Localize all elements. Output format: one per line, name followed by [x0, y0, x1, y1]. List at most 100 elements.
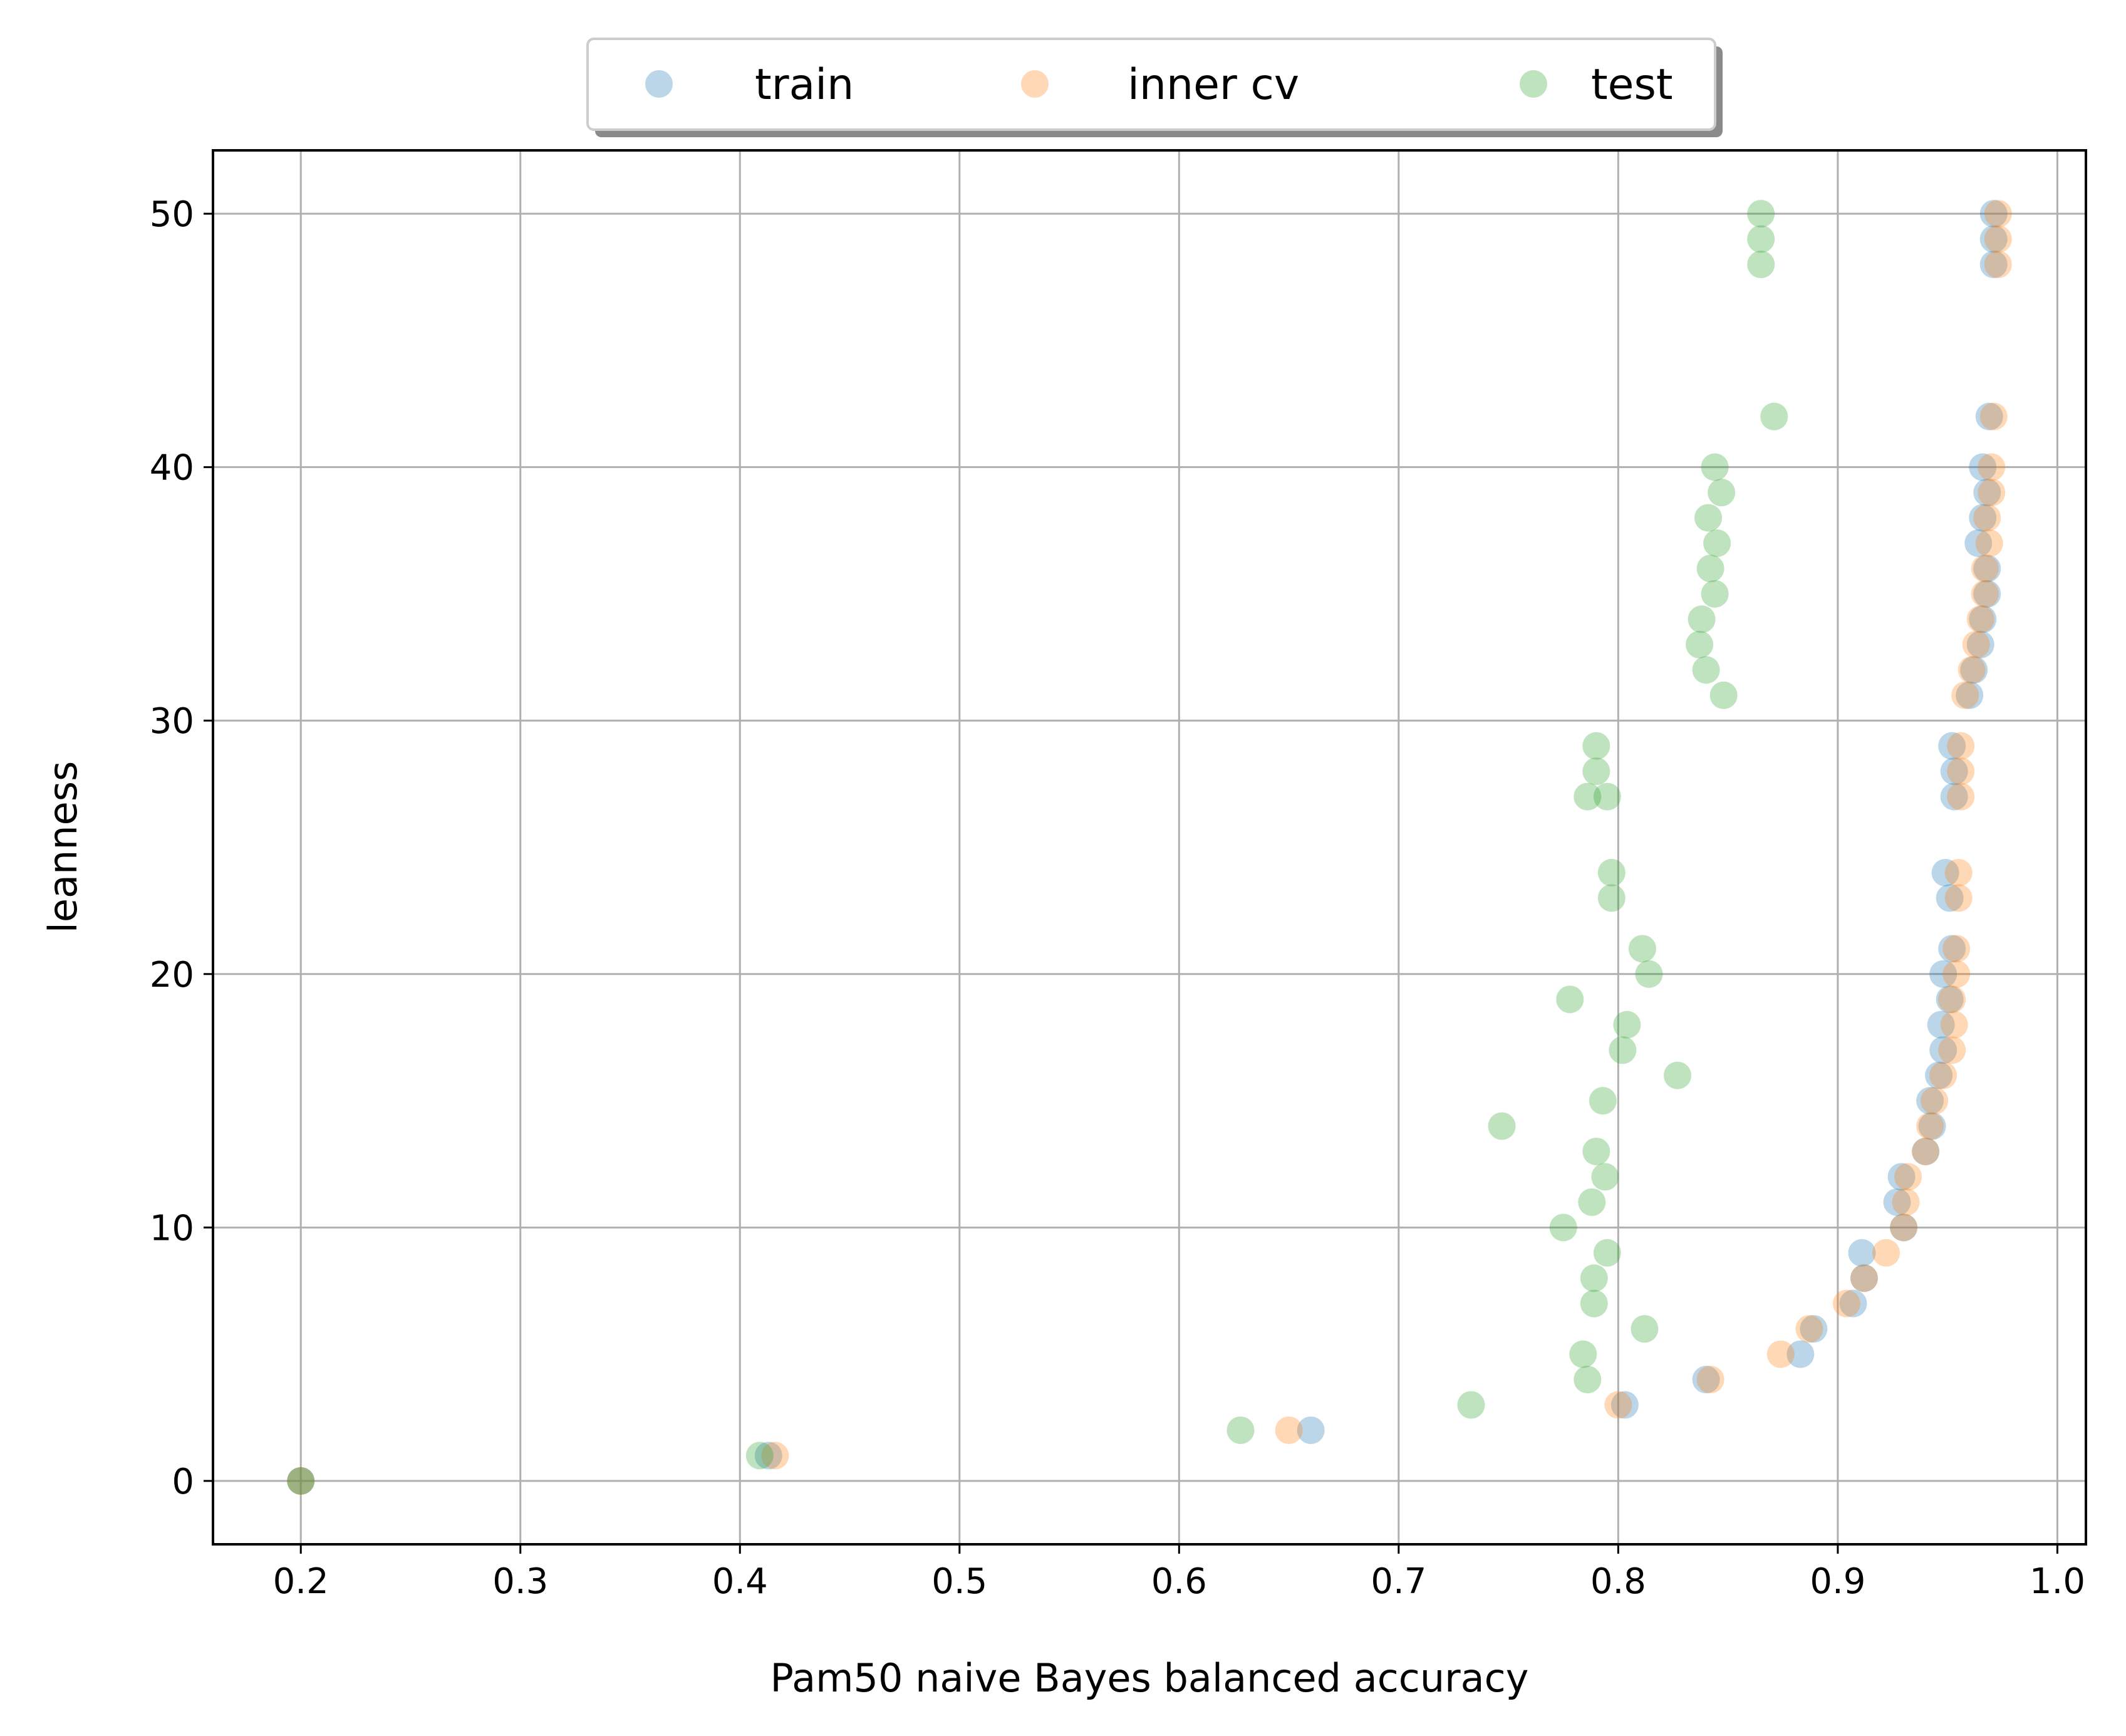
point-test [1457, 1391, 1485, 1419]
point-test [1694, 504, 1723, 532]
point-inner-cv [1942, 935, 1971, 963]
point-train [1940, 782, 1968, 811]
point-test [1747, 200, 1775, 228]
point-inner-cv [1971, 554, 1999, 583]
point-inner-cv [1973, 504, 2001, 532]
point-test [1574, 1366, 1602, 1394]
legend-box [586, 38, 1716, 131]
point-train [1938, 732, 1966, 760]
point-inner-cv [1944, 858, 1973, 886]
x-tick-label: 0.6 [1151, 1561, 1207, 1602]
point-inner-cv [1929, 1061, 1957, 1089]
point-train [1973, 580, 2001, 608]
point-inner-cv [1984, 225, 2012, 253]
point-inner-cv [1940, 1011, 1968, 1039]
point-test [1747, 251, 1775, 279]
plot-frame [212, 149, 2087, 1546]
point-inner-cv [1942, 960, 1971, 988]
point-train [1936, 884, 1964, 912]
point-test [1582, 732, 1610, 760]
data-points [287, 200, 2012, 1495]
point-train [1931, 858, 1959, 886]
point-train [1848, 1239, 1876, 1267]
x-tick-label: 0.4 [712, 1561, 768, 1602]
point-train [1692, 1366, 1720, 1394]
point-test [1635, 960, 1663, 988]
x-axis-ticks: 0.2 0.3 0.4 0.5 0.6 0.7 0.8 0.9 1.0 [273, 1544, 2085, 1602]
point-inner-cv [1912, 1137, 1940, 1165]
point-inner-cv [1766, 1340, 1795, 1368]
legend-marker-train [645, 70, 673, 98]
point-test [1597, 858, 1626, 886]
point-test [1609, 1036, 1637, 1064]
point-train [1887, 1163, 1916, 1191]
point-train [1912, 1137, 1940, 1165]
point-train [1964, 529, 1993, 558]
point-test [1747, 225, 1775, 253]
point-inner-cv [1938, 985, 1966, 1014]
point-train [1979, 251, 2008, 279]
point-train [1940, 757, 1968, 786]
point-train [1973, 479, 2001, 507]
point-test [1597, 884, 1626, 912]
point-inner-cv [761, 1442, 789, 1470]
x-tick-label: 0.9 [1810, 1561, 1865, 1602]
x-tick-label: 0.5 [931, 1561, 987, 1602]
x-tick-label: 1.0 [2030, 1561, 2085, 1602]
point-inner-cv [1944, 884, 1973, 912]
legend-label-inner-cv: inner cv [1128, 60, 1299, 110]
y-tick-label: 30 [150, 701, 194, 742]
point-train [1966, 630, 1994, 658]
point-train [1973, 554, 2001, 583]
y-axis-ticks: 0 10 20 30 40 50 [150, 194, 213, 1502]
point-test [1688, 605, 1716, 633]
point-inner-cv [1984, 251, 2012, 279]
point-test [1589, 1087, 1617, 1115]
point-test [1613, 1011, 1641, 1039]
y-tick-label: 20 [150, 955, 194, 995]
point-train [1850, 1264, 1878, 1292]
point-train [1969, 605, 1997, 633]
legend-marker-test [1520, 70, 1547, 98]
point-test [1549, 1214, 1577, 1242]
point-train [754, 1442, 782, 1470]
point-train [1925, 1061, 1953, 1089]
point-test [745, 1442, 774, 1470]
point-test [1582, 757, 1610, 786]
point-test [1692, 656, 1720, 684]
legend-label-train: train [755, 60, 854, 110]
point-train [1969, 504, 1997, 532]
grid [213, 150, 2086, 1544]
point-inner-cv [1978, 479, 2006, 507]
point-test [1578, 1188, 1606, 1216]
point-test [1580, 1289, 1608, 1318]
y-tick-label: 50 [150, 194, 194, 235]
point-inner-cv [1275, 1416, 1303, 1444]
point-train [1979, 225, 2008, 253]
point-inner-cv [1951, 681, 1979, 709]
point-inner-cv [1921, 1087, 1949, 1115]
point-inner-cv [1604, 1391, 1632, 1419]
x-tick-label: 0.8 [1590, 1561, 1646, 1602]
point-inner-cv [1850, 1264, 1878, 1292]
point-inner-cv [1832, 1289, 1860, 1318]
point-test [1569, 1340, 1597, 1368]
point-train [1916, 1087, 1944, 1115]
point-test [1556, 985, 1584, 1014]
point-inner-cv [1979, 402, 2008, 430]
point-train [287, 1467, 315, 1495]
point-inner-cv [1962, 630, 1990, 658]
point-train [1786, 1340, 1815, 1368]
point-test [1488, 1112, 1516, 1140]
x-tick-label: 0.3 [492, 1561, 548, 1602]
point-inner-cv [1947, 732, 1975, 760]
point-test [1593, 782, 1621, 811]
point-test [1709, 681, 1738, 709]
point-test [1591, 1163, 1619, 1191]
point-inner-cv [1971, 580, 1999, 608]
point-test [1631, 1315, 1659, 1343]
point-inner-cv [1696, 1366, 1724, 1394]
point-inner-cv [1978, 453, 2006, 481]
